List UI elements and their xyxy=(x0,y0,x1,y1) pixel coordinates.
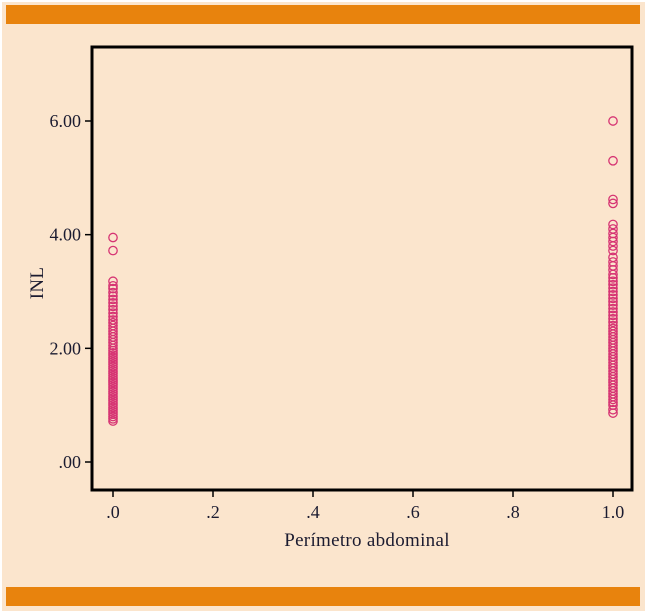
data-point xyxy=(608,269,618,280)
data-point xyxy=(608,219,618,230)
data-point xyxy=(608,408,618,418)
data-point xyxy=(608,397,618,408)
y-tick-label: 6.00 xyxy=(50,111,82,131)
data-point xyxy=(608,300,618,310)
data-point xyxy=(108,276,118,287)
data-point xyxy=(108,294,118,305)
x-tick-label: .4 xyxy=(306,502,320,522)
data-point xyxy=(608,194,618,205)
data-point xyxy=(608,116,618,126)
bottom-accent-bar xyxy=(6,587,640,606)
data-point xyxy=(608,404,618,415)
data-point xyxy=(108,232,118,243)
x-tick-label: .8 xyxy=(506,502,520,522)
data-point xyxy=(108,298,118,308)
x-tick-label: .6 xyxy=(406,502,420,522)
data-point xyxy=(108,416,118,426)
data-point xyxy=(608,303,618,314)
x-tick-label: 1.0 xyxy=(602,502,625,522)
y-tick-label: 2.00 xyxy=(50,338,82,358)
data-point xyxy=(608,273,618,283)
x-axis-label: Perímetro abdominal xyxy=(284,530,450,551)
data-point xyxy=(108,301,118,312)
data-point xyxy=(608,283,618,293)
data-point xyxy=(608,310,618,321)
data-point xyxy=(608,245,618,256)
data-point xyxy=(608,279,618,290)
data-point xyxy=(108,287,118,298)
data-point xyxy=(608,307,618,317)
data-point xyxy=(108,308,118,318)
data-point xyxy=(108,283,118,294)
plot-frame xyxy=(90,45,634,492)
data-point xyxy=(608,293,618,304)
x-tick-label: .2 xyxy=(206,502,220,522)
data-point xyxy=(608,276,618,287)
data-point xyxy=(108,311,118,322)
data-point xyxy=(608,313,618,324)
data-point xyxy=(608,290,618,300)
y-tick-label: 4.00 xyxy=(50,225,82,245)
top-accent-bar xyxy=(6,5,640,24)
data-point xyxy=(608,241,618,251)
data-point xyxy=(108,340,118,351)
data-point xyxy=(108,291,118,301)
x-tick-label: .0 xyxy=(106,502,120,522)
y-axis-label: INL xyxy=(27,266,48,300)
data-point xyxy=(608,198,618,209)
data-point xyxy=(108,280,118,291)
data-point xyxy=(608,286,618,297)
data-point xyxy=(608,236,618,247)
data-point xyxy=(608,296,618,307)
data-point xyxy=(608,155,618,166)
data-point xyxy=(108,245,118,256)
data-point xyxy=(608,317,618,328)
data-point xyxy=(108,304,118,315)
y-tick-label: .00 xyxy=(59,452,82,472)
data-point xyxy=(608,394,618,405)
